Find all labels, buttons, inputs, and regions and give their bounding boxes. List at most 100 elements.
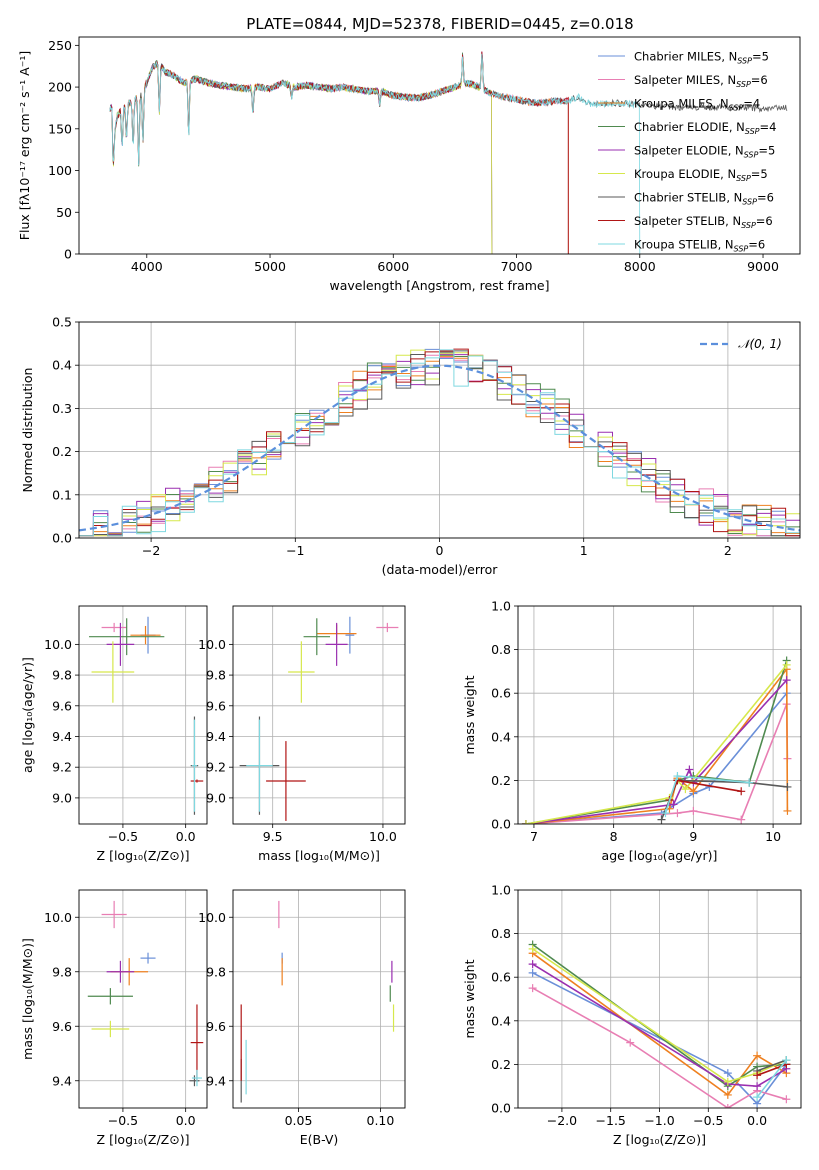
legend-label: Chabrier ELODIE, NSSP=4 [634, 120, 776, 136]
x-tick-label: 9.5 [263, 829, 283, 844]
chart-age-vs-mass: 9.5 10.0 9.0 9.2 9.4 9.6 9.8 10.0 mass [log₁₀(M/… [198, 605, 406, 863]
x-tick-label: 1 [580, 543, 588, 558]
plot-area [109, 51, 788, 254]
y-axis-label: mass weight [462, 675, 477, 754]
y-tick-label: 200 [48, 80, 72, 95]
histogram-kroupa-stelib [79, 349, 800, 537]
marker [737, 787, 746, 796]
y-tick-label: 250 [48, 38, 72, 53]
y-axis-label: mass [log₁₀(M/M⊙)] [20, 938, 35, 1060]
axes-frame [517, 889, 802, 1109]
marker [782, 1095, 791, 1104]
y-tick-label: 150 [48, 121, 72, 136]
series-line-kroupa-stelib [756, 1059, 788, 1098]
legend-label: Salpeter MILES, NSSP=6 [634, 73, 768, 89]
figure-title: PLATE=0844, MJD=52378, FIBERID=0445, z=0… [246, 15, 633, 33]
marker [737, 815, 746, 824]
axes-frame [517, 605, 802, 825]
series-line-chabrier-stelib [756, 1059, 787, 1072]
y-tick-label: 0.1 [52, 487, 72, 502]
y-tick-label: 0.2 [491, 773, 511, 788]
series-line-salpeter-miles [532, 987, 787, 1108]
x-axis-label: (data-model)/error [382, 562, 499, 577]
marker [681, 785, 690, 794]
y-tick-label: 9.0 [52, 790, 72, 805]
legend-label: Chabrier STELIB, NSSP=6 [634, 191, 774, 207]
marker [528, 944, 537, 953]
spectrum-line-chabrier-miles [109, 52, 569, 254]
y-tick-label: 9.6 [52, 1019, 72, 1034]
marker [753, 1051, 762, 1060]
x-tick-label: 4000 [131, 259, 163, 274]
axes-frame [232, 605, 406, 825]
axes-frame [232, 889, 406, 1109]
x-tick-label: 7 [530, 829, 538, 844]
marker [657, 815, 666, 824]
y-tick-label: 9.8 [52, 964, 72, 979]
x-tick-label: 7000 [501, 259, 533, 274]
marker [783, 806, 792, 815]
marker [723, 1090, 732, 1099]
y-tick-label: 9.6 [52, 698, 72, 713]
y-tick-label: 9.4 [206, 729, 226, 744]
legend-label: Kroupa ELODIE, NSSP=5 [634, 167, 768, 183]
x-tick-label: 0.0 [176, 829, 196, 844]
y-tick-label: 100 [48, 163, 72, 178]
y-tick-label: 9.6 [206, 1019, 226, 1034]
marker [723, 1077, 732, 1086]
y-axis-label: mass weight [462, 959, 477, 1038]
x-tick-label: −0.5 [693, 1113, 723, 1128]
y-tick-label: 9.0 [206, 790, 226, 805]
legend: Chabrier MILES, NSSP=5 Salpeter MILES, NS… [598, 50, 776, 254]
marker [753, 1082, 762, 1091]
x-axis-label: wavelength [Angstrom, rest frame] [329, 278, 549, 293]
spectrum-line-salpeter-elodie [109, 51, 493, 254]
y-tick-label: 9.4 [52, 729, 72, 744]
x-tick-label: 0.0 [747, 1113, 767, 1128]
axes-frame [78, 605, 208, 825]
chart-spectrum: 4000 5000 6000 7000 8000 9000 0 50 100 150 200 250 C… [17, 36, 801, 293]
y-tick-label: 50 [56, 205, 72, 220]
spectrum-line-kroupa-miles [109, 53, 569, 254]
x-tick-label: 9000 [747, 259, 779, 274]
legend-label: Kroupa MILES, NSSP=4 [634, 97, 760, 113]
series-line-kroupa-elodie [525, 664, 788, 824]
x-tick-label: 0.10 [367, 1113, 395, 1128]
legend-label: Kroupa STELIB, NSSP=6 [634, 238, 765, 254]
plot-area [79, 322, 800, 538]
y-tick-label: 9.2 [206, 760, 226, 775]
y-tick-label: 9.8 [206, 964, 226, 979]
y-tick-label: 0.4 [52, 358, 72, 373]
y-tick-label: 0 [64, 247, 72, 262]
spectrum-line-salpeter-stelib [109, 51, 569, 254]
axes-frame [78, 36, 801, 255]
x-axis-label: Z [log₁₀(Z/Z⊙)] [97, 848, 190, 863]
y-tick-label: 0.0 [52, 531, 72, 546]
y-tick-label: 1.0 [491, 883, 511, 898]
y-tick-label: 0.8 [491, 642, 511, 657]
marker [753, 1093, 762, 1102]
x-tick-label: −0.5 [108, 1113, 138, 1128]
chart-age-vs-Z: −0.5 0.0 9.0 9.2 9.4 9.6 9.8 10.0 Z [log₁₀(Z/Z⊙)… [20, 605, 208, 863]
plot-area [518, 890, 801, 1108]
marker [528, 984, 537, 993]
x-tick-label: 0.05 [285, 1113, 313, 1128]
x-tick-label: 5000 [254, 259, 286, 274]
y-tick-label: 0.2 [52, 444, 72, 459]
y-tick-label: 10.0 [44, 637, 72, 652]
y-tick-label: 10.0 [198, 637, 226, 652]
marker [783, 782, 792, 791]
y-axis-label: Flux [fλ10⁻¹⁷ erg cm⁻² s⁻¹ A⁻¹] [17, 51, 32, 240]
chart-mass-weight-vs-age: 7 8 9 10 0.0 0.2 0.4 0.6 0.8 1.0 age [log₁₀(age/yr… [462, 599, 802, 863]
x-axis-label: E(B-V) [300, 1132, 339, 1147]
marker [723, 1069, 732, 1078]
x-tick-label: 8 [610, 829, 618, 844]
legend-label: Salpeter STELIB, NSSP=6 [634, 214, 773, 230]
x-tick-label: 0.0 [176, 1113, 196, 1128]
marker [521, 820, 530, 824]
chart-residuals: −2 −1 0 1 2 0.0 0.1 0.2 0.3 0.4 0.5 𝒩(0, 1) (data-mo… [20, 315, 801, 577]
y-tick-label: 10.0 [44, 910, 72, 925]
x-tick-label: 6000 [377, 259, 409, 274]
marker [626, 1038, 635, 1047]
